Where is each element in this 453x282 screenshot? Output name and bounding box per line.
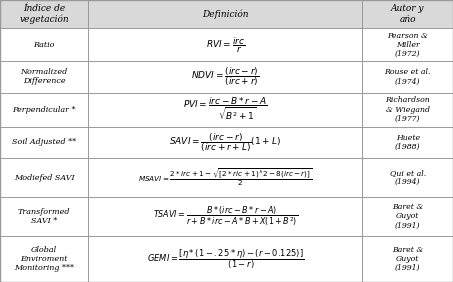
Text: Índice de
vegetación: Índice de vegetación — [19, 4, 69, 24]
Text: $NDVI = \dfrac{(irc - r)}{(irc + r)}$: $NDVI = \dfrac{(irc - r)}{(irc + r)}$ — [191, 65, 260, 88]
Bar — [0, 0, 453, 28]
Text: Baret &
Guyot
(1991): Baret & Guyot (1991) — [392, 246, 423, 272]
Text: Qui et al.
(1994): Qui et al. (1994) — [390, 169, 426, 186]
Text: $SAVI = \dfrac{(irc - r)}{(irc + r + L)}(1 + L)$: $SAVI = \dfrac{(irc - r)}{(irc + r + L)}… — [169, 131, 281, 154]
Text: Huete
(1988): Huete (1988) — [395, 134, 420, 151]
Text: Transformed
SAVI *: Transformed SAVI * — [18, 208, 70, 225]
Text: Definición: Definición — [202, 9, 249, 19]
Text: Pearson &
Miller
(1972): Pearson & Miller (1972) — [387, 32, 428, 58]
Text: Ratio: Ratio — [34, 41, 55, 49]
Text: Global
Enviroment
Monitoring ***: Global Enviroment Monitoring *** — [14, 246, 74, 272]
Text: $PVI = \dfrac{irc - B * r - A}{\sqrt{B^2 + 1}}$: $PVI = \dfrac{irc - B * r - A}{\sqrt{B^2… — [183, 96, 268, 123]
Text: Rouse et al.
(1974): Rouse et al. (1974) — [385, 68, 431, 85]
Text: $TSAVI = \dfrac{B * (irc - B * r - A)}{r + B * irc - A * B + X(1 + B^2)}$: $TSAVI = \dfrac{B * (irc - B * r - A)}{r… — [153, 204, 298, 228]
Text: Baret &
Guyot
(1991): Baret & Guyot (1991) — [392, 203, 423, 230]
Text: Richardson
& Wiegand
(1977): Richardson & Wiegand (1977) — [386, 96, 430, 123]
Text: Normalized
Difference: Normalized Difference — [20, 68, 68, 85]
Text: Soil Adjusted **: Soil Adjusted ** — [12, 138, 76, 146]
Text: $MSAVI = \dfrac{2 * irc + 1 - \sqrt{[2 * ric + 1)^{\wedge}2 - 8(irc - r)]}}{2}$: $MSAVI = \dfrac{2 * irc + 1 - \sqrt{[2 *… — [138, 167, 313, 188]
Text: Perpendicular *: Perpendicular * — [12, 106, 76, 114]
Text: $GEMI = \dfrac{[\eta * (1 - .25 * \eta) - (r - 0.125)]}{(1 - r)}$: $GEMI = \dfrac{[\eta * (1 - .25 * \eta) … — [147, 247, 304, 271]
Text: $RVI = \dfrac{irc}{r}$: $RVI = \dfrac{irc}{r}$ — [206, 35, 245, 55]
Text: Autor y
año: Autor y año — [391, 5, 424, 24]
Text: Modiefed SAVI: Modiefed SAVI — [14, 173, 74, 182]
